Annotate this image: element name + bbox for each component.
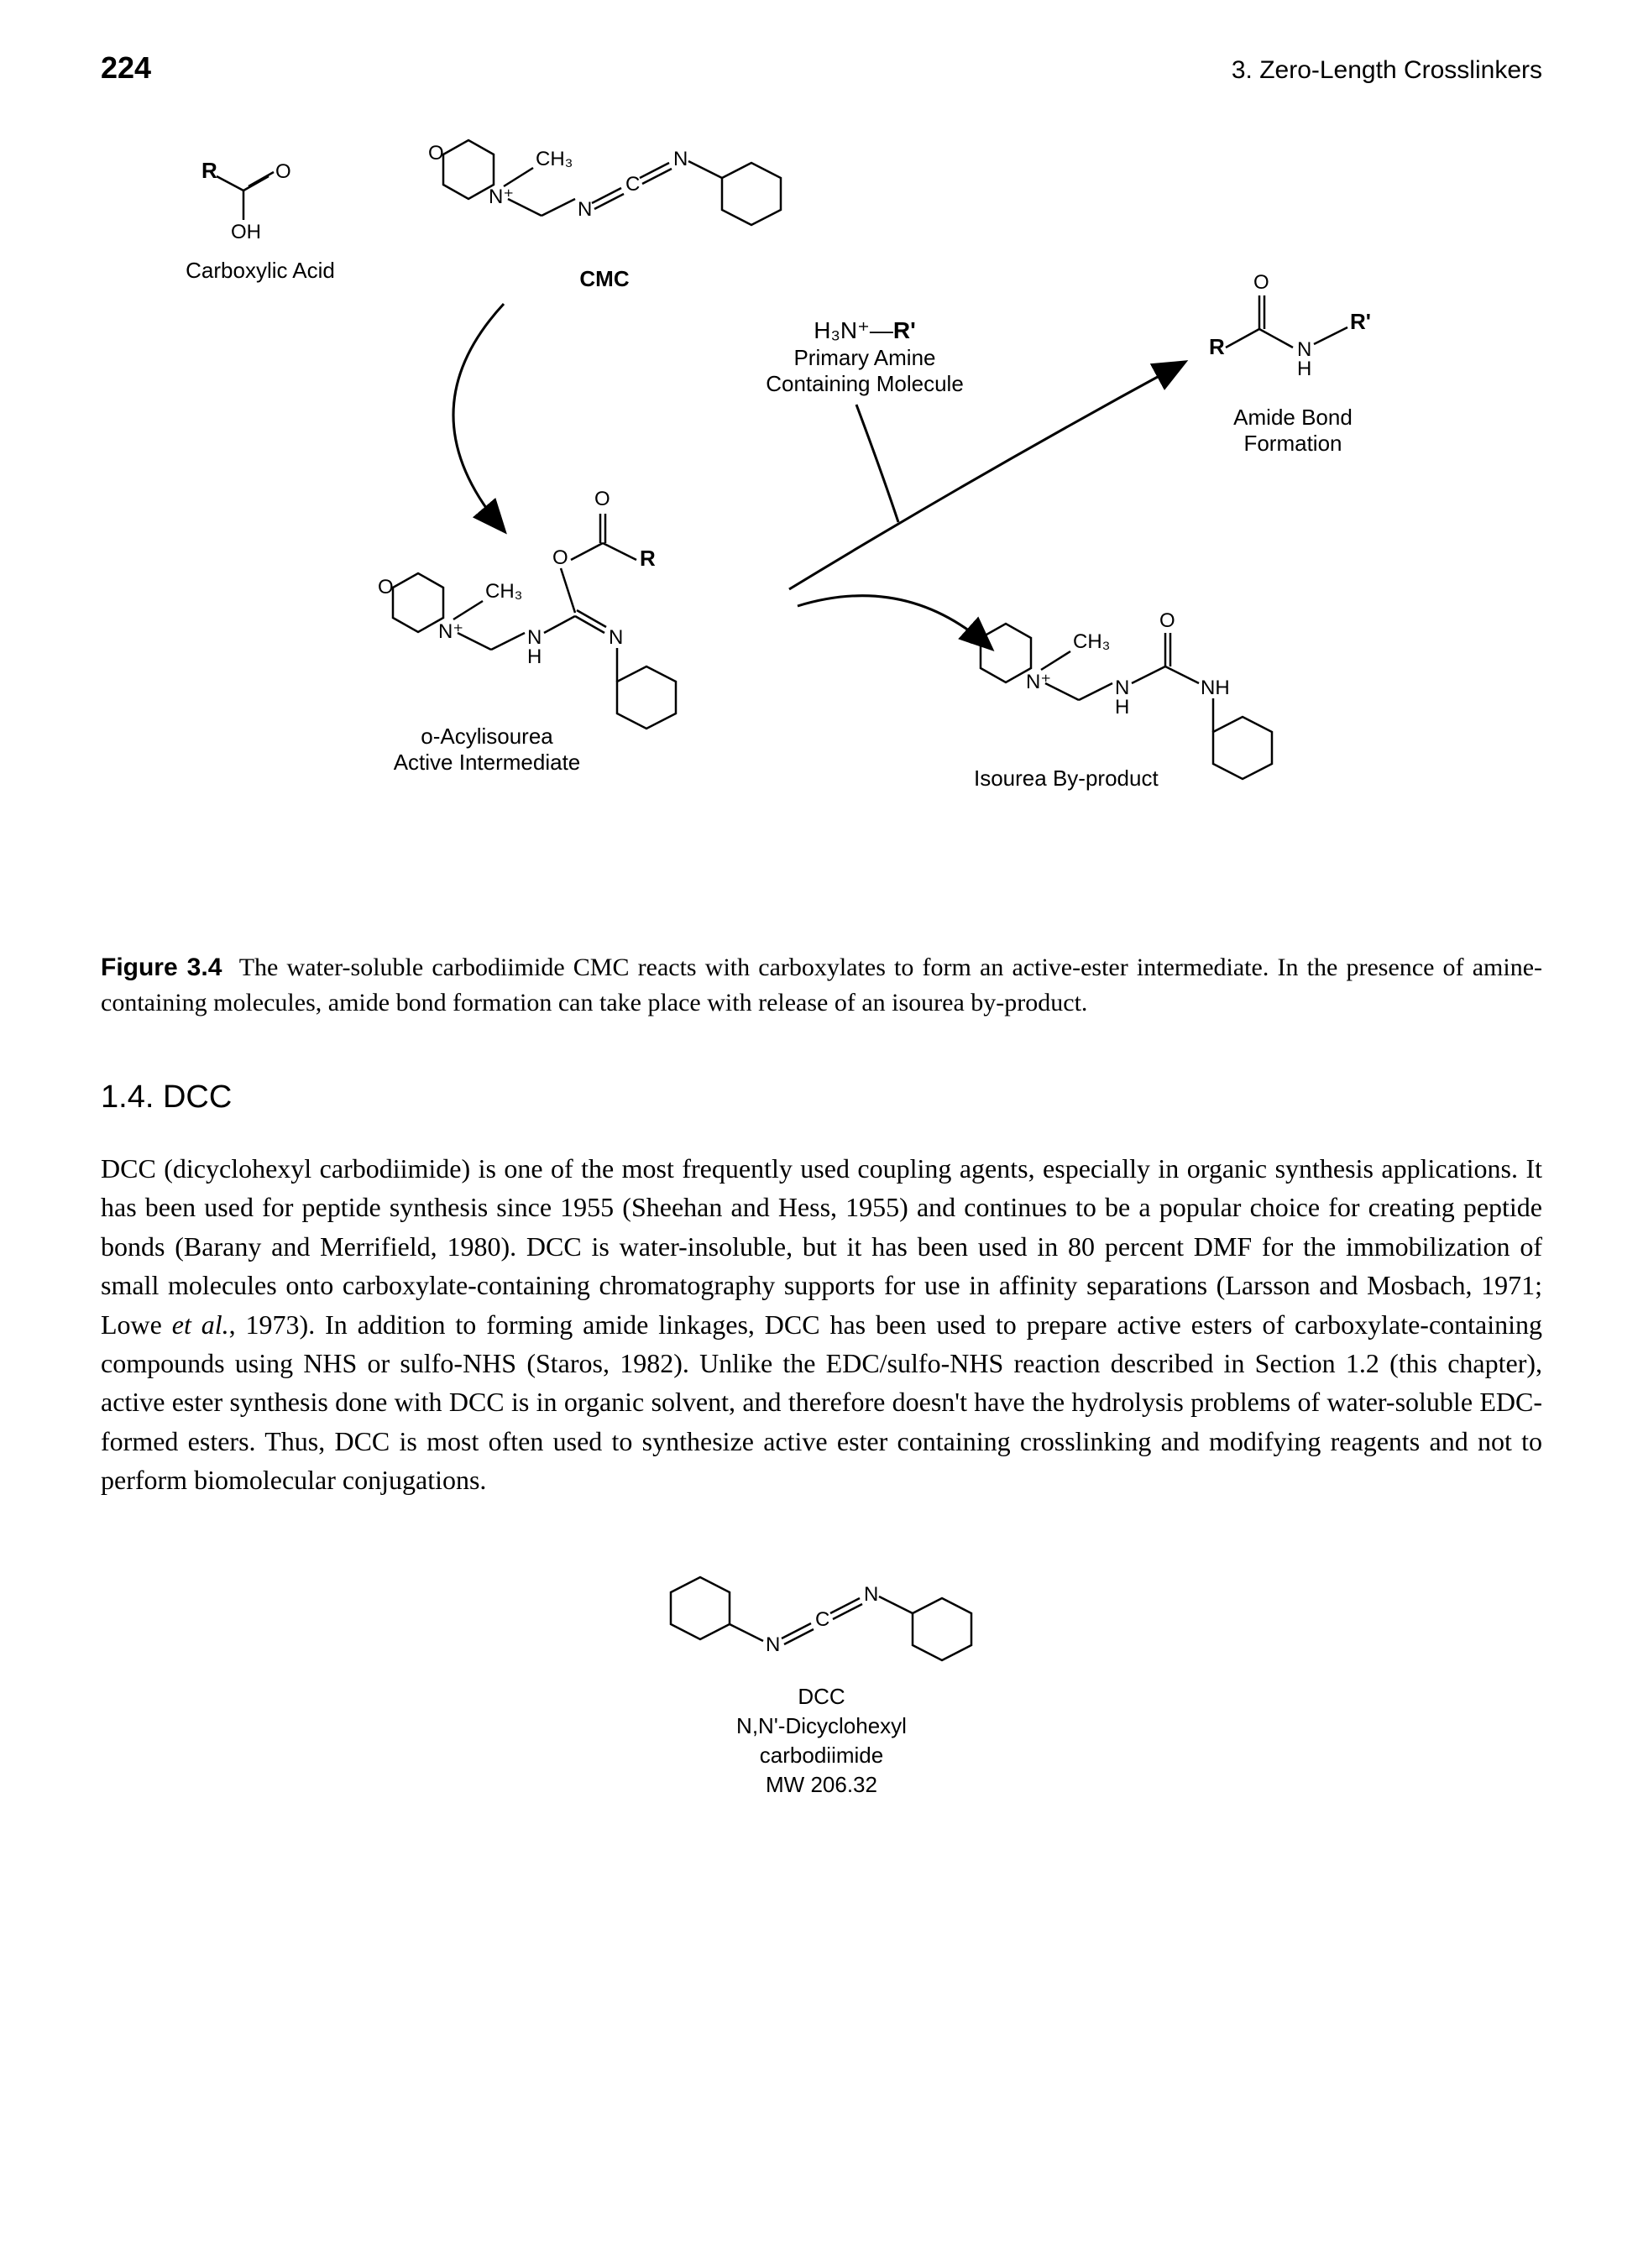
- reaction-arrows: [101, 119, 1528, 925]
- chapter-label: 3. Zero-Length Crosslinkers: [1232, 56, 1542, 85]
- dcc-name-line2: N,N'-Dicyclohexyl: [101, 1711, 1542, 1741]
- section-heading-1-4: 1.4. DCC: [101, 1079, 1542, 1116]
- dcc-molecule: N C N: [646, 1534, 998, 1668]
- dcc-structure-figure: N C N DCC N,N'-Dicyclohexyl carbodiimide…: [101, 1534, 1542, 1800]
- svg-text:C: C: [815, 1608, 829, 1631]
- figure-label: Figure 3.4: [101, 954, 222, 981]
- dcc-name-line4: MW 206.32: [101, 1770, 1542, 1800]
- page-header: 224 3. Zero-Length Crosslinkers: [101, 50, 1542, 86]
- figure-caption-text: The water-soluble carbodiimide CMC react…: [101, 954, 1542, 1016]
- dcc-caption: DCC N,N'-Dicyclohexyl carbodiimide MW 20…: [101, 1682, 1542, 1800]
- dcc-name-line1: DCC: [101, 1682, 1542, 1711]
- section-1-4-body: DCC (dicyclohexyl carbodiimide) is one o…: [101, 1149, 1542, 1500]
- svg-text:N: N: [864, 1583, 878, 1606]
- figure-3-4: R O OH Carboxylic Acid O N⁺ CH₃ N C N CM…: [101, 119, 1542, 925]
- dcc-name-line3: carbodiimide: [101, 1741, 1542, 1770]
- figure-3-4-caption: Figure 3.4 The water-soluble carbodiimid…: [101, 950, 1542, 1021]
- svg-text:N: N: [766, 1633, 780, 1656]
- page-number: 224: [101, 50, 151, 86]
